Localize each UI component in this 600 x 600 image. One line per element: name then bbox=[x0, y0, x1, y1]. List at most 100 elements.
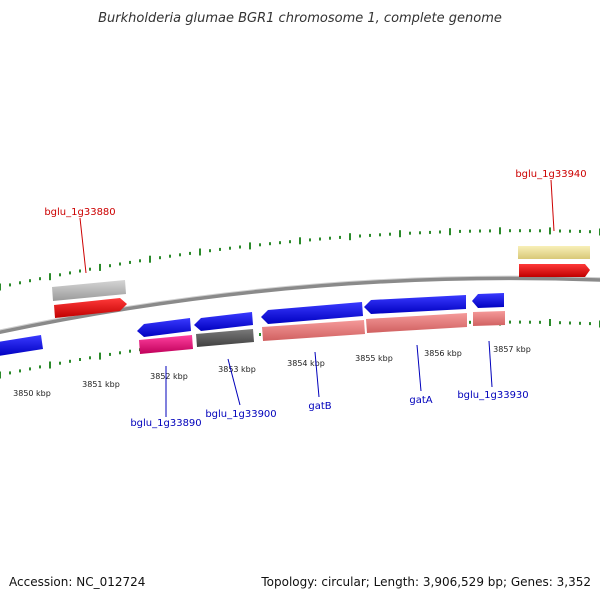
kbp-label: 3855 kbp bbox=[355, 354, 393, 363]
leader-line bbox=[416, 344, 422, 392]
leader-line bbox=[227, 358, 241, 406]
minor-tick bbox=[419, 231, 421, 235]
minor-tick bbox=[239, 245, 241, 249]
gene-feature-bglu_1g33940[interactable] bbox=[518, 246, 590, 277]
gene-feature-gatA[interactable] bbox=[364, 295, 467, 333]
minor-tick bbox=[429, 230, 431, 234]
topology-text: Topology: circular; Length: 3,906,529 bp… bbox=[260, 575, 591, 589]
blue-cds-arrow bbox=[137, 318, 191, 337]
minor-tick bbox=[269, 242, 271, 246]
minor-tick bbox=[539, 320, 541, 324]
minor-tick bbox=[169, 254, 171, 258]
blue-cds-arrow bbox=[194, 312, 253, 331]
major-tick bbox=[449, 228, 451, 236]
minor-tick bbox=[519, 229, 521, 233]
yellow-feature-bar bbox=[518, 246, 590, 259]
minor-tick bbox=[69, 359, 71, 363]
gene-feature-bglu_1g33890[interactable] bbox=[137, 318, 193, 354]
minor-tick bbox=[89, 356, 91, 360]
minor-tick bbox=[509, 229, 511, 233]
minor-tick bbox=[129, 260, 131, 264]
gene-label-bglu_1g33930[interactable]: bglu_1g33930 bbox=[457, 390, 528, 401]
minor-tick bbox=[479, 229, 481, 233]
gene-label-bglu_1g33900[interactable]: bglu_1g33900 bbox=[205, 409, 276, 420]
minor-tick bbox=[219, 247, 221, 251]
major-tick bbox=[549, 227, 551, 235]
minor-tick bbox=[39, 277, 41, 281]
minor-tick bbox=[369, 233, 371, 237]
minor-tick bbox=[559, 321, 561, 325]
minor-tick bbox=[469, 229, 471, 233]
minor-tick bbox=[469, 320, 471, 324]
upper-tick-row bbox=[0, 227, 600, 291]
minor-tick bbox=[179, 253, 181, 257]
minor-tick bbox=[109, 264, 111, 268]
bottom-gene-labels: bglu_1g33890 bglu_1g33900 gatB gatA bglu… bbox=[130, 340, 529, 429]
gene-label-gatB[interactable]: gatB bbox=[308, 401, 331, 412]
minor-tick bbox=[39, 365, 41, 369]
minor-tick bbox=[379, 233, 381, 237]
minor-tick bbox=[359, 234, 361, 238]
kbp-label: 3854 kbp bbox=[287, 359, 325, 368]
minor-tick bbox=[579, 321, 581, 325]
pink-rna-bar bbox=[473, 311, 505, 326]
leader-line bbox=[79, 217, 87, 274]
gene-feature-bglu_1g33880[interactable] bbox=[52, 280, 127, 318]
minor-tick bbox=[439, 230, 441, 234]
pink-rna-bar bbox=[366, 313, 467, 333]
leader-line bbox=[550, 179, 555, 232]
minor-tick bbox=[139, 259, 141, 263]
minor-tick bbox=[29, 279, 31, 283]
minor-tick bbox=[559, 229, 561, 233]
major-tick bbox=[49, 273, 51, 281]
gene-feature-bglu_1g33930[interactable] bbox=[472, 293, 505, 326]
minor-tick bbox=[329, 236, 331, 240]
minor-tick bbox=[119, 262, 121, 266]
minor-tick bbox=[589, 322, 591, 326]
major-tick bbox=[99, 352, 101, 360]
gene-label-bglu_1g33890[interactable]: bglu_1g33890 bbox=[130, 418, 201, 429]
major-tick bbox=[0, 283, 1, 291]
light-grey-feature-arrow bbox=[52, 280, 126, 301]
minor-tick bbox=[309, 238, 311, 242]
leader-line bbox=[488, 340, 493, 388]
gene-feature-gatB[interactable] bbox=[261, 302, 365, 341]
minor-tick bbox=[509, 320, 511, 324]
gene-feature-bglu_1g33900[interactable] bbox=[194, 312, 254, 347]
blue-cds-arrow bbox=[261, 302, 363, 324]
magenta-feature-bar bbox=[139, 335, 193, 354]
accession-text: Accession: NC_012724 bbox=[9, 575, 145, 589]
major-tick bbox=[399, 230, 401, 238]
major-tick bbox=[549, 319, 551, 326]
minor-tick bbox=[279, 241, 281, 245]
top-gene-labels: bglu_1g33880 bglu_1g33940 bbox=[44, 169, 587, 274]
minor-tick bbox=[109, 352, 111, 356]
minor-tick bbox=[29, 367, 31, 371]
red-cds-arrow bbox=[54, 298, 127, 318]
major-tick bbox=[299, 237, 301, 245]
major-tick bbox=[499, 227, 501, 235]
blue-cds-arrow bbox=[364, 295, 466, 314]
kbp-label: 3856 kbp bbox=[424, 349, 462, 358]
kbp-label: 3850 kbp bbox=[13, 389, 51, 398]
leader-line bbox=[314, 351, 320, 398]
minor-tick bbox=[69, 271, 71, 275]
major-tick bbox=[49, 361, 51, 369]
minor-tick bbox=[89, 267, 91, 271]
gene-label-bglu_1g33880[interactable]: bglu_1g33880 bbox=[44, 207, 115, 218]
kbp-label: 3851 kbp bbox=[82, 380, 120, 389]
blue-cds-arrow bbox=[472, 293, 504, 308]
gene-label-bglu_1g33940[interactable]: bglu_1g33940 bbox=[515, 169, 586, 180]
minor-tick bbox=[19, 369, 21, 373]
minor-tick bbox=[389, 232, 391, 236]
dark-grey-feature-bar bbox=[196, 329, 254, 347]
minor-tick bbox=[529, 229, 531, 233]
red-cds-arrow bbox=[519, 264, 590, 277]
minor-tick bbox=[569, 229, 571, 233]
minor-tick bbox=[589, 230, 591, 234]
minor-tick bbox=[319, 237, 321, 241]
minor-tick bbox=[229, 246, 231, 250]
minor-tick bbox=[459, 229, 461, 233]
gene-label-gatA[interactable]: gatA bbox=[409, 395, 432, 406]
minor-tick bbox=[339, 235, 341, 239]
